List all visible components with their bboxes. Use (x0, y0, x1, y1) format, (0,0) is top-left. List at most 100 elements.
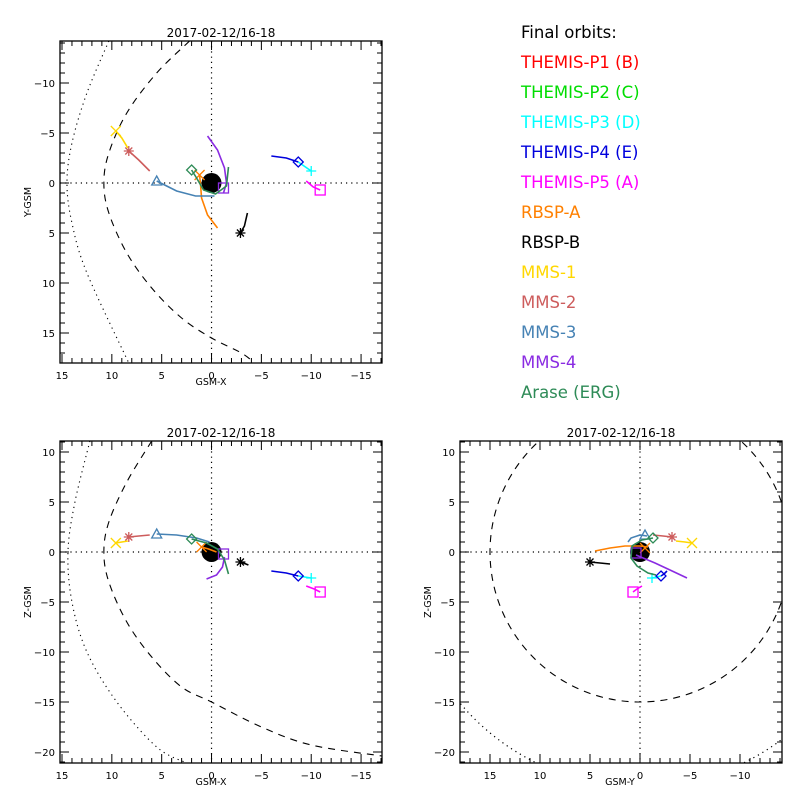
orbit-rbsp-a (594, 542, 651, 554)
square-marker (314, 184, 326, 196)
orbit-track (297, 161, 312, 172)
x-tick-label: −15 (351, 771, 372, 782)
x-axis-label: GSM-X (195, 777, 227, 788)
orbit-track (156, 180, 215, 197)
panel-title: 2017-02-12/16-18 (567, 426, 676, 440)
magnetopause-boundary (103, 441, 382, 757)
orbit-mms-1 (110, 125, 129, 149)
x-tick-label: 10 (534, 771, 547, 782)
y-axis-label: Y-GSM (23, 187, 34, 218)
x-tick-label: 0 (208, 371, 214, 382)
earth-disk (201, 173, 222, 193)
orbit-rbsp-b (235, 557, 249, 567)
orbit-themis-p3-d (298, 573, 317, 583)
x-tick-label: −5 (683, 771, 698, 782)
plot-frame (59, 40, 383, 364)
bow-shock-boundary (66, 41, 130, 363)
orbit-rbsp-b (235, 212, 249, 238)
asterisk-marker (123, 146, 134, 156)
panel-xz: 2017-02-12/16-18 GSM-X Z-GSM 15 10 5 0 −5 −10… (23, 426, 383, 788)
triangle-marker (150, 174, 163, 186)
orbit-arase-erg (185, 533, 230, 575)
orbit-themis-p5-a (305, 180, 326, 196)
x-marker (110, 537, 122, 549)
orbit-mms-1 (110, 537, 128, 549)
orbit-themis-p4-e (655, 570, 668, 582)
y-axis-label: Z-GSM (423, 586, 434, 618)
plot-area (60, 441, 382, 763)
orbit-themis-p4-e (271, 570, 305, 582)
asterisk-marker (235, 557, 246, 567)
y-tick-label: 5 (49, 229, 55, 240)
orbit-track (115, 540, 128, 544)
diamond-marker (185, 164, 198, 176)
panel-title: 2017-02-12/16-18 (167, 426, 276, 440)
orbit-track (675, 540, 693, 544)
legend-entry: Arase (ERG) (521, 383, 621, 402)
y-tick-label: 0 (449, 548, 455, 559)
x-marker (196, 541, 208, 553)
square-marker (314, 586, 326, 598)
legend-entry: THEMIS-P2 (C) (520, 83, 640, 102)
y-tick-label: −20 (434, 748, 455, 759)
square-marker (217, 182, 230, 194)
x-tick-label: 5 (158, 371, 164, 382)
orbit-mms-2 (652, 532, 677, 542)
orbit-themis-p5-a (627, 585, 643, 598)
orbit-themis-p3-d (297, 161, 317, 176)
square-marker (627, 586, 639, 598)
legend-entry: MMS-4 (521, 353, 576, 372)
orbit-track (630, 537, 657, 576)
diamond-marker (647, 532, 659, 544)
y-tick-label: −5 (40, 598, 55, 609)
x-tick-label: 15 (484, 771, 497, 782)
legend-entry: THEMIS-P1 (B) (520, 53, 639, 72)
y-tick-label: 15 (42, 329, 55, 340)
orbit-rbsp-a (196, 541, 217, 553)
diamond-marker (185, 533, 198, 545)
x-axis-label: GSM-Y (605, 777, 635, 788)
diamond-marker (292, 156, 305, 168)
panel-yz: 2017-02-12/16-18 GSM-Y Z-GSM 15 10 5 0 −5 −10… (423, 426, 783, 788)
legend-entry: RBSP-A (521, 203, 581, 222)
legend-entry: THEMIS-P4 (E) (520, 143, 638, 162)
orbit-track (190, 166, 230, 195)
bow-shock-boundary (67, 441, 187, 763)
asterisk-marker (235, 228, 246, 238)
x-tick-label: 15 (56, 771, 69, 782)
earth-disk (201, 542, 222, 562)
orbit-mms-2 (123, 532, 150, 542)
orbit-track (305, 180, 321, 191)
x-tick-label: −5 (254, 771, 269, 782)
triangle-marker (150, 527, 163, 539)
orbit-track (198, 174, 219, 229)
x-axis-label: GSM-X (195, 377, 227, 388)
orbit-track (156, 533, 210, 543)
orbit-arase-erg (185, 164, 230, 195)
orbit-mms-2 (123, 146, 151, 172)
diamond-marker (655, 570, 667, 582)
y-tick-label: 10 (42, 448, 55, 459)
orbit-mms-3 (627, 528, 652, 543)
legend-title: Final orbits: (521, 23, 617, 42)
orbit-mms-1 (675, 537, 698, 549)
x-tick-label: 15 (56, 371, 69, 382)
y-tick-label: −15 (434, 698, 455, 709)
orbit-mms-3 (150, 174, 215, 197)
legend-entry: THEMIS-P5 (A) (520, 173, 639, 192)
plot-frame (59, 440, 383, 764)
orbit-track (627, 534, 648, 543)
legend-entry: MMS-3 (521, 323, 576, 342)
orbit-mms-3 (150, 527, 210, 543)
y-tick-label: −10 (34, 79, 55, 90)
y-tick-label: −10 (434, 648, 455, 659)
x-tick-label: −10 (301, 371, 322, 382)
y-tick-label: 0 (49, 548, 55, 559)
panel-title: 2017-02-12/16-18 (167, 26, 276, 40)
orbit-themis-p5-a (305, 585, 326, 598)
y-tick-label: −10 (34, 648, 55, 659)
y-tick-label: −5 (440, 598, 455, 609)
orbit-track (635, 554, 688, 579)
asterisk-marker (123, 532, 134, 542)
